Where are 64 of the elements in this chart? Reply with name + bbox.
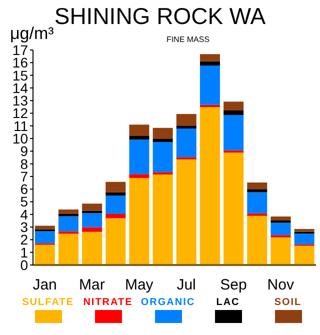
bar bbox=[58, 216, 78, 232]
text: ORGANIC bbox=[140, 297, 196, 308]
bar bbox=[129, 140, 150, 174]
bar bbox=[224, 115, 244, 150]
bar bbox=[106, 192, 126, 196]
x-tick-label: Nov bbox=[267, 276, 294, 294]
bar bbox=[224, 110, 244, 116]
bar bbox=[176, 126, 196, 129]
x-tick-label: May bbox=[124, 276, 154, 294]
bar bbox=[58, 231, 78, 234]
bar bbox=[106, 182, 126, 192]
bar bbox=[152, 138, 173, 142]
bar bbox=[176, 128, 196, 158]
bar bbox=[129, 136, 150, 140]
x-tick-label: Jan bbox=[32, 276, 57, 294]
bar bbox=[294, 228, 314, 232]
bar bbox=[294, 246, 314, 265]
bar bbox=[106, 218, 126, 265]
bar bbox=[270, 216, 291, 220]
x-tick-label: Sep bbox=[220, 276, 247, 294]
bar bbox=[247, 192, 268, 214]
bar bbox=[247, 213, 268, 216]
bar bbox=[247, 182, 268, 190]
bar bbox=[270, 237, 291, 265]
bar bbox=[200, 66, 220, 105]
bar bbox=[34, 231, 55, 244]
x-tick-label: Jul bbox=[176, 276, 196, 294]
bar bbox=[224, 102, 244, 110]
bar bbox=[152, 128, 173, 139]
text: LAC bbox=[216, 297, 240, 308]
text: SULFATE bbox=[22, 297, 74, 308]
bar bbox=[200, 54, 220, 62]
bar bbox=[82, 232, 102, 265]
bar bbox=[176, 114, 196, 126]
bar bbox=[294, 234, 314, 244]
bar bbox=[106, 195, 126, 214]
bar bbox=[247, 216, 268, 265]
bar bbox=[34, 226, 55, 230]
chart-subtitle: FINE MASS bbox=[166, 35, 210, 44]
bar bbox=[129, 178, 150, 265]
bar bbox=[270, 222, 291, 236]
bar bbox=[152, 174, 173, 265]
bar bbox=[270, 220, 291, 223]
bar bbox=[82, 204, 102, 211]
bar bbox=[224, 152, 244, 265]
text: NITRATE bbox=[83, 297, 133, 308]
bar bbox=[82, 210, 102, 214]
bar bbox=[247, 189, 268, 192]
chart-title: SHINING ROCK WA bbox=[54, 3, 266, 29]
y-axis-title: μg/m³ bbox=[10, 24, 54, 43]
bar bbox=[82, 227, 102, 232]
bar bbox=[129, 124, 150, 136]
bar bbox=[200, 107, 220, 265]
bar bbox=[58, 209, 78, 214]
bar bbox=[58, 234, 78, 265]
text: SOIL bbox=[274, 297, 302, 308]
bar bbox=[106, 214, 126, 218]
bar bbox=[152, 142, 173, 172]
bar bbox=[82, 213, 102, 228]
bar bbox=[34, 244, 55, 265]
bar bbox=[200, 61, 220, 66]
x-tick-label: Mar bbox=[79, 276, 105, 294]
bar bbox=[129, 174, 150, 178]
bar bbox=[176, 159, 196, 265]
